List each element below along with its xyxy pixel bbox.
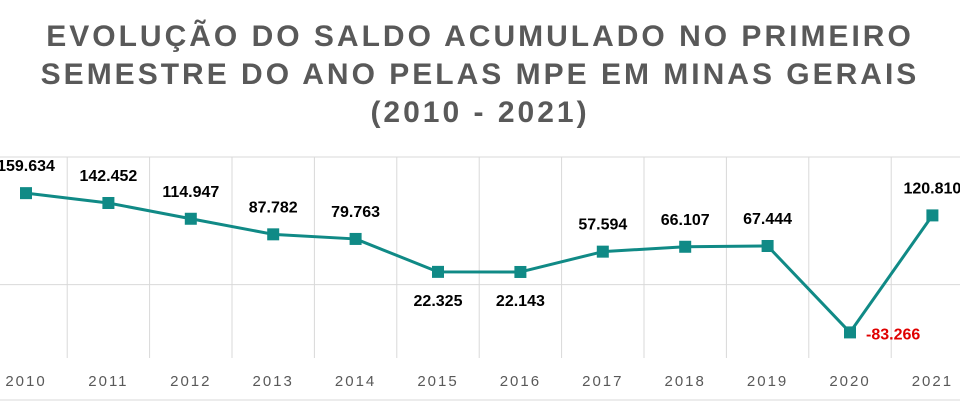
x-tick-label: 2013 — [253, 373, 294, 390]
series-line-layer — [25, 191, 934, 334]
axes — [0, 156, 960, 401]
chart-title-line-2: SEMESTRE DO ANO PELAS MPE EM MINAS GERAI… — [40, 58, 920, 91]
data-point-marker — [20, 187, 32, 200]
x-tick-label: 2017 — [582, 373, 623, 390]
x-tick-label: 2018 — [665, 373, 706, 390]
gridlines — [66, 157, 892, 358]
chart-title: EVOLUÇÃO DO SALDO ACUMULADO NO PRIMEIRO … — [0, 18, 960, 132]
x-tick-label: 2010 — [5, 373, 46, 390]
data-point-marker — [349, 232, 362, 245]
chart-title-line-3: (2010 - 2021) — [370, 96, 590, 129]
data-label: 79.763 — [331, 204, 380, 221]
data-point-marker — [184, 212, 197, 225]
x-tick-label: 2014 — [335, 373, 376, 390]
data-label: 57.594 — [578, 217, 627, 234]
data-label: 114.947 — [162, 184, 219, 201]
data-point-marker — [926, 209, 939, 222]
data-point-marker — [761, 239, 774, 252]
data-label: 22.143 — [496, 293, 545, 310]
data-label: 67.444 — [743, 211, 792, 228]
data-label: 142.452 — [79, 168, 137, 185]
x-tick-label: 2020 — [829, 373, 870, 390]
data-point-marker — [679, 240, 692, 253]
x-tick-label: 2019 — [747, 373, 788, 390]
data-point-marker — [844, 326, 856, 339]
data-label: -83.266 — [866, 326, 920, 343]
chart-title-line-1: EVOLUÇÃO DO SALDO ACUMULADO NO PRIMEIRO — [46, 20, 914, 53]
x-tick-label: 2015 — [417, 373, 458, 390]
data-point-marker — [432, 265, 444, 278]
data-labels: 159.634 142.452 114.947 87.782 79.763 22.325 2… — [0, 158, 960, 343]
x-tick-label: 2021 — [912, 373, 953, 390]
data-label: 87.782 — [249, 199, 298, 216]
series-line — [25, 191, 934, 334]
data-label: 159.634 — [0, 158, 55, 175]
x-tick-label: 2011 — [88, 373, 128, 390]
x-tick-label: 2016 — [500, 373, 541, 390]
x-tick-labels: 2010 2011 2012 2013 2014 2015 2016 2017 2018 2019… — [5, 373, 953, 390]
data-label: 66.107 — [661, 212, 710, 229]
data-point-marker — [267, 228, 280, 241]
data-point-marker — [514, 265, 527, 278]
data-label: 22.325 — [414, 293, 463, 310]
data-label: 120.810 — [903, 180, 960, 197]
x-tick-label: 2012 — [170, 373, 211, 390]
data-point-marker — [102, 196, 115, 209]
markers — [20, 187, 939, 339]
data-point-marker — [596, 245, 609, 258]
